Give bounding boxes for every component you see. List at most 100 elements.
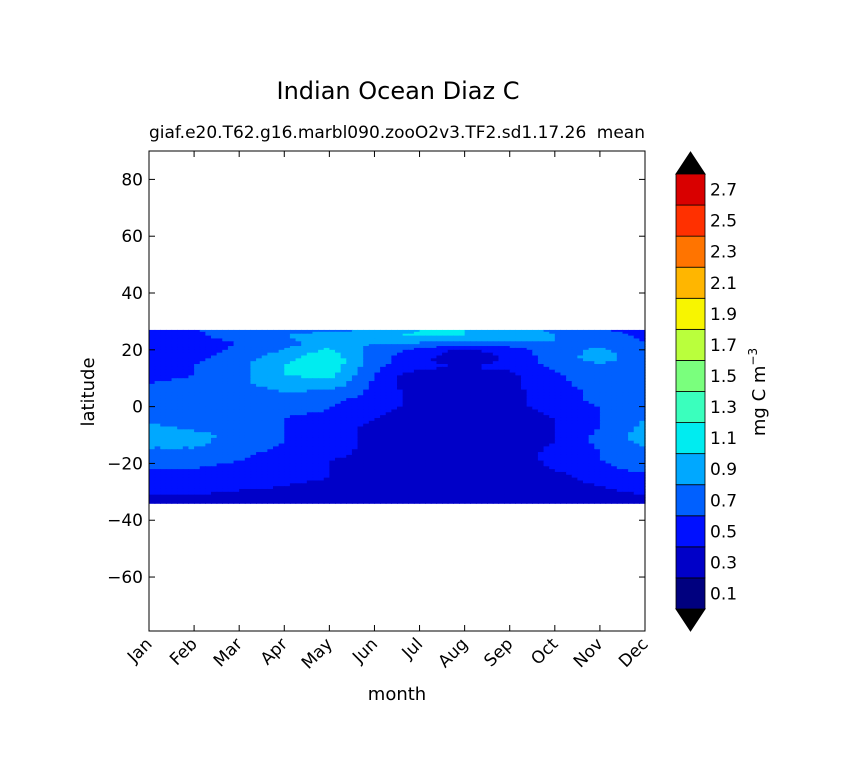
heatmap-cell [177,355,184,359]
heatmap-cell [340,349,347,354]
heatmap-cell [504,381,511,385]
heatmap-cell [160,415,167,419]
heatmap-cell [543,383,550,388]
heatmap-cell [391,338,398,342]
heatmap-cell [560,415,567,419]
heatmap-cell [639,463,646,467]
heatmap-cell [227,398,235,402]
heatmap-cell [273,355,280,359]
heatmap-cell [459,471,466,476]
heatmap-cell [532,480,539,484]
heatmap-cell [594,378,601,382]
heatmap-cell [402,331,409,335]
heatmap-cell [509,395,516,399]
heatmap-cell [194,477,201,482]
heatmap-cell [301,331,308,335]
heatmap-cell [391,417,398,422]
heatmap-cell [543,400,550,405]
heatmap-cell [323,346,330,349]
heatmap-cell [216,403,223,408]
heatmap-cell [560,469,567,473]
heatmap-cell [340,454,347,459]
heatmap-cell [442,341,449,345]
heatmap-cell [442,460,449,465]
heatmap-cell [611,381,618,385]
heatmap-cell [216,392,223,396]
heatmap-cell [543,440,550,445]
heatmap-cell [526,437,533,442]
heatmap-cell [425,400,432,405]
heatmap-cell [233,389,240,394]
heatmap-cell [487,454,494,459]
heatmap-cell [430,378,438,382]
heatmap-cell [408,364,415,368]
heatmap-cell [250,477,257,482]
heatmap-cell [628,355,635,359]
heatmap-cell [430,392,438,396]
heatmap-cell [549,395,556,399]
heatmap-cell [521,366,528,371]
heatmap-cell [216,366,223,371]
heatmap-cell [509,460,516,465]
heatmap-cell [554,329,562,333]
heatmap-cell [256,338,263,342]
heatmap-cell [374,446,381,450]
heatmap-cell [453,469,460,473]
heatmap-cell [295,361,302,365]
heatmap-cell [194,415,201,419]
heatmap-cell [571,386,578,391]
heatmap-cell [160,409,167,413]
heatmap-cell [453,389,460,394]
heatmap-cell [459,415,466,419]
heatmap-cell [447,480,454,484]
heatmap-cell [261,412,268,416]
heatmap-cell [549,412,556,416]
heatmap-cell [216,429,223,433]
heatmap-cell [154,443,161,447]
heatmap-cell [633,378,640,382]
heatmap-cell [306,457,314,462]
heatmap-cell [199,341,206,345]
heatmap-cell [149,386,156,391]
heatmap-cell [628,335,635,340]
heatmap-cell [385,435,392,439]
heatmap-cell [165,386,173,391]
heatmap-cell [453,355,460,359]
heatmap-cell [464,383,471,388]
heatmap-cell [504,395,511,399]
heatmap-cell [515,471,522,476]
heatmap-cell [278,412,285,416]
heatmap-cell [611,398,618,402]
heatmap-cell [165,372,173,376]
heatmap-cell [199,480,206,484]
heatmap-cell [278,338,285,342]
heatmap-cell [295,398,302,402]
heatmap-cell [470,369,477,374]
heatmap-cell [244,383,252,388]
heatmap-cell [605,452,612,456]
heatmap-cell [154,349,161,354]
heatmap-cell [408,423,415,428]
heatmap-cell [323,358,330,362]
heatmap-cell [335,392,342,396]
heatmap-cell [594,412,601,416]
heatmap-cell [594,443,601,447]
heatmap-cell [515,386,522,391]
heatmap-cell [222,369,229,374]
heatmap-cell [560,437,567,442]
heatmap-cell [171,366,178,371]
heatmap-cell [160,443,167,447]
heatmap-cell [504,406,511,411]
heatmap-cell [571,347,578,351]
heatmap-cell [504,349,511,354]
heatmap-cell [273,429,280,433]
heatmap-cell [543,417,550,422]
heatmap-cell [475,344,483,347]
heatmap-cell [312,389,319,394]
heatmap-cell [216,406,223,411]
heatmap-cell [487,483,494,487]
heatmap-cell [278,480,285,484]
heatmap-cell [577,420,584,425]
heatmap-cell [295,333,302,337]
heatmap-cell [611,469,618,473]
